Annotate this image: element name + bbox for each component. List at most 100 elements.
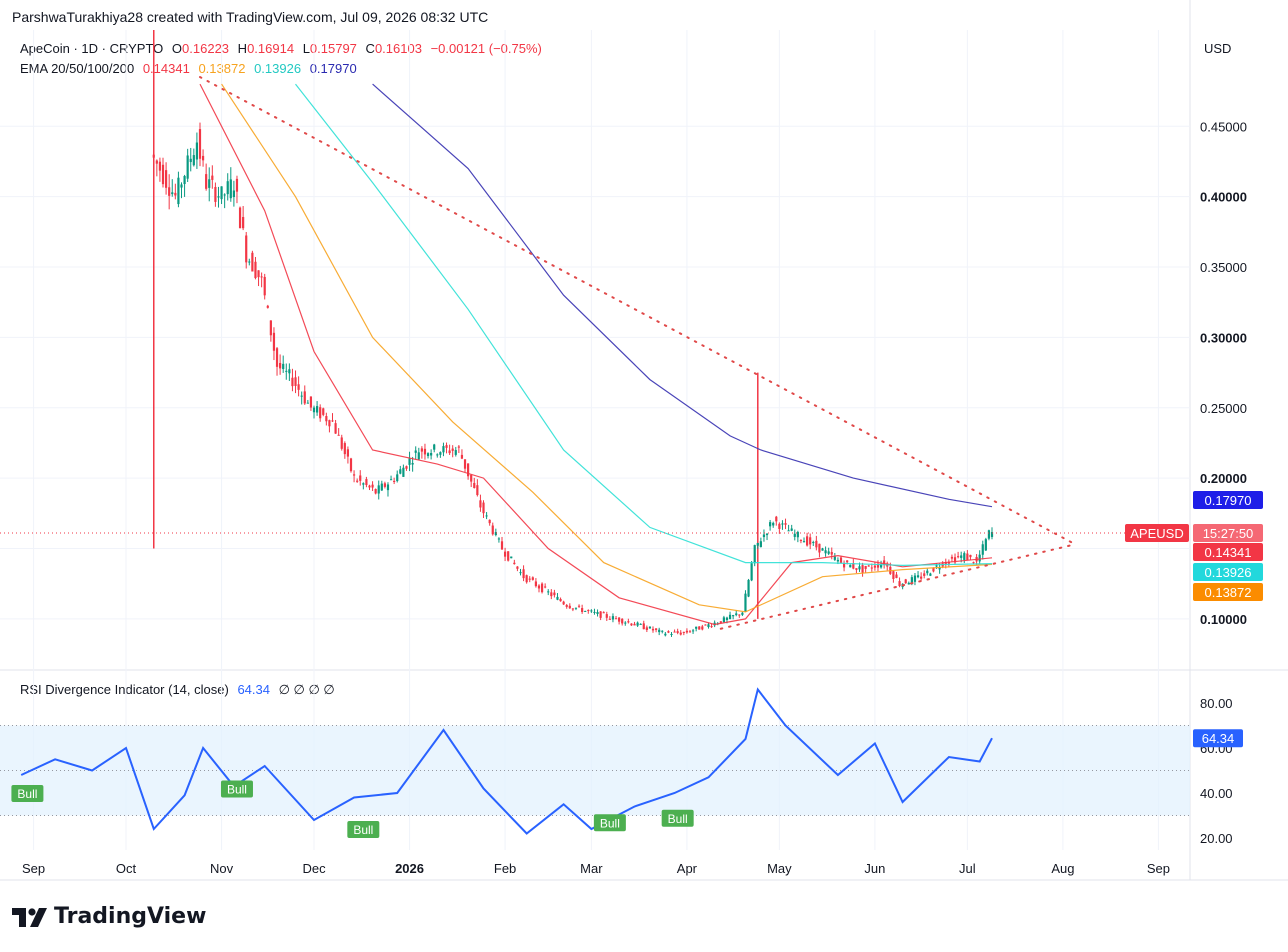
candle-body bbox=[839, 557, 843, 563]
candle-body bbox=[519, 572, 522, 574]
candle-body bbox=[402, 467, 405, 477]
rsi-legend[interactable]: RSI Divergence Indicator (14, close) 64.… bbox=[20, 682, 335, 698]
candle-body bbox=[587, 610, 590, 612]
y-tick-label: 0.40000 bbox=[1200, 190, 1247, 205]
candle-body bbox=[463, 459, 467, 469]
countdown-tag-box bbox=[1193, 524, 1263, 543]
candle-body bbox=[251, 252, 254, 272]
candle-body bbox=[892, 571, 895, 579]
rsi-line bbox=[20, 687, 993, 835]
candle-body bbox=[920, 576, 923, 579]
candle-body bbox=[325, 416, 328, 422]
candle-body bbox=[537, 585, 541, 589]
ema-price-label-box bbox=[1193, 563, 1263, 581]
candle-body bbox=[923, 573, 926, 576]
candle-body bbox=[833, 556, 836, 560]
x-tick-label: Sep bbox=[22, 861, 45, 876]
candle-body bbox=[574, 607, 578, 609]
symbol-legend: ApeCoin · 1D · CRYPTO O0.16223 H0.16914 … bbox=[20, 41, 542, 56]
candle-body bbox=[315, 406, 319, 413]
candle-body bbox=[707, 624, 710, 628]
candle-body bbox=[879, 564, 883, 568]
candle-body bbox=[217, 196, 220, 198]
bull-marker-label: Bull bbox=[17, 787, 37, 801]
candle-body bbox=[534, 581, 538, 587]
x-tick-label: May bbox=[767, 861, 792, 876]
candle-body bbox=[208, 179, 211, 188]
candle-body bbox=[309, 396, 313, 408]
candle-body bbox=[661, 630, 664, 632]
candle-body bbox=[223, 194, 226, 196]
candle-body bbox=[266, 305, 269, 308]
candle-body bbox=[710, 626, 713, 628]
candle-body bbox=[648, 626, 652, 629]
rsi-tick-label: 20.00 bbox=[1200, 831, 1233, 846]
candle-body bbox=[728, 614, 732, 620]
candle-body bbox=[873, 565, 877, 568]
candle-body bbox=[910, 577, 913, 583]
candle-body bbox=[482, 502, 485, 514]
candle-body bbox=[775, 516, 778, 522]
candle-body bbox=[423, 448, 427, 455]
candle-body bbox=[907, 582, 910, 585]
candle-body bbox=[608, 618, 611, 620]
bull-marker-box bbox=[661, 809, 694, 827]
candle-body bbox=[719, 621, 722, 623]
candle-body bbox=[778, 523, 781, 529]
candle-body bbox=[380, 483, 383, 491]
candle-body bbox=[195, 142, 199, 160]
candle-body bbox=[282, 363, 285, 370]
candle-body bbox=[744, 593, 747, 612]
candle-body bbox=[272, 332, 276, 351]
candle-body bbox=[602, 612, 605, 614]
x-tick-label: 2026 bbox=[395, 861, 424, 876]
candle-body bbox=[658, 629, 661, 633]
currency-label[interactable]: USD bbox=[1204, 41, 1232, 56]
candle-body bbox=[759, 541, 762, 547]
candle-body bbox=[411, 462, 414, 465]
tradingview-logo-icon bbox=[12, 907, 47, 927]
candle-body bbox=[772, 522, 775, 526]
candle-body bbox=[531, 577, 534, 580]
candle-body bbox=[186, 155, 189, 179]
candle-body bbox=[473, 482, 476, 488]
candle-body bbox=[950, 556, 954, 559]
candle-body bbox=[430, 453, 433, 456]
candle-body bbox=[396, 474, 399, 482]
candle-body bbox=[426, 453, 430, 457]
candle-body bbox=[990, 532, 994, 537]
candle-body bbox=[735, 613, 738, 616]
candle-body bbox=[913, 575, 917, 582]
candle-body bbox=[248, 261, 251, 263]
candle-body bbox=[300, 395, 303, 397]
high-label: H bbox=[237, 41, 248, 56]
countdown-tag-text: 15:27:50 bbox=[1203, 526, 1254, 541]
chart-canvas[interactable]: Sep Oct Nov Dec 2026 Feb Mar Apr May Jun Jul Aug Sep… bbox=[0, 0, 1288, 900]
candle-body bbox=[417, 452, 420, 460]
candle-body bbox=[565, 605, 568, 607]
candle-body bbox=[257, 270, 260, 278]
candle-body bbox=[479, 500, 482, 508]
candle-body bbox=[254, 261, 257, 279]
candle-body bbox=[343, 443, 346, 455]
y-tick-label: 0.10000 bbox=[1200, 612, 1247, 627]
candle-body bbox=[356, 480, 359, 482]
symbol-name[interactable]: ApeCoin · 1D · CRYPTO bbox=[20, 41, 164, 56]
candle-body bbox=[442, 446, 445, 453]
candle-body bbox=[571, 608, 574, 610]
candle-body bbox=[812, 542, 815, 544]
candle-body bbox=[864, 565, 867, 569]
candle-body bbox=[765, 533, 769, 536]
candle-body bbox=[319, 407, 322, 419]
candle-body bbox=[642, 623, 645, 630]
candle-body bbox=[220, 186, 223, 200]
candle-body bbox=[365, 479, 368, 485]
candle-body bbox=[855, 568, 858, 570]
candle-body bbox=[762, 534, 766, 538]
candle-body bbox=[242, 216, 245, 229]
candle-body bbox=[550, 592, 553, 597]
candle-body bbox=[960, 555, 963, 558]
candle-body bbox=[793, 533, 796, 537]
candle-body bbox=[226, 181, 229, 195]
candle-body bbox=[929, 573, 932, 576]
